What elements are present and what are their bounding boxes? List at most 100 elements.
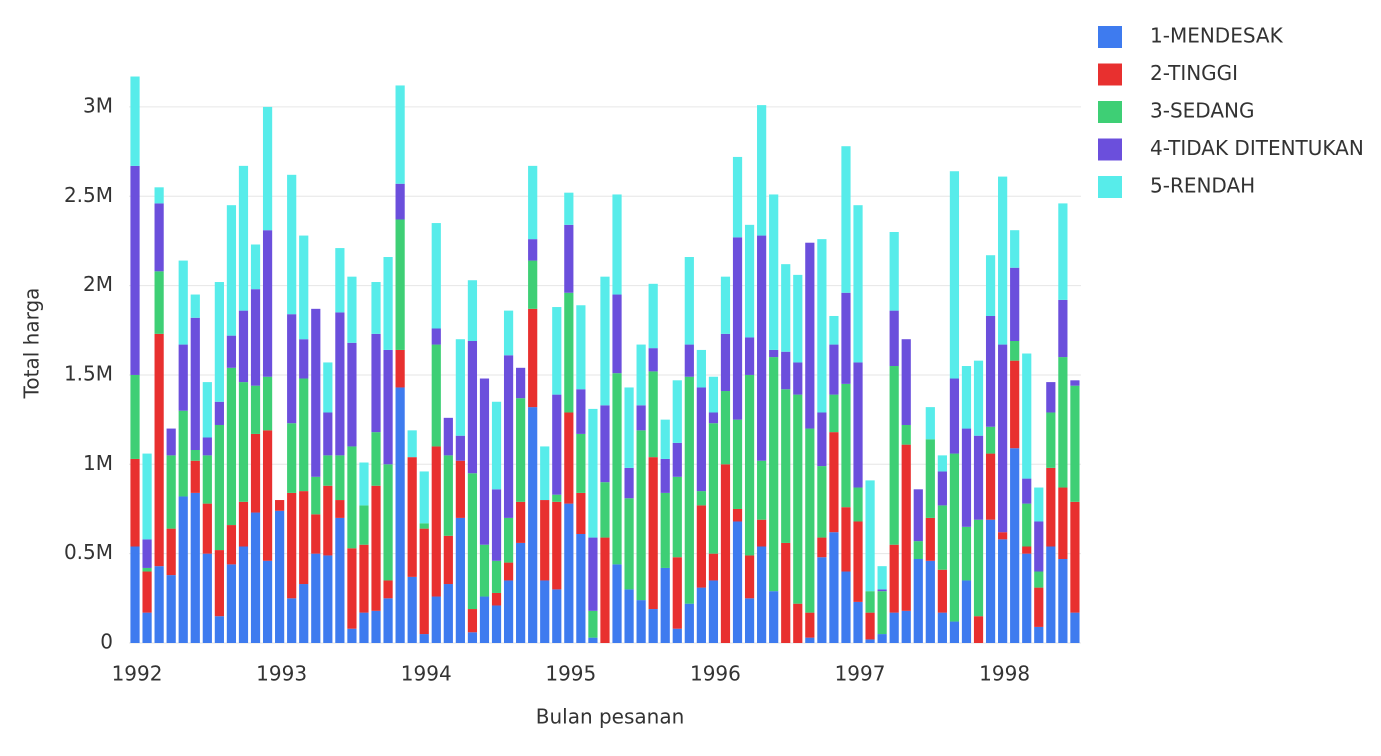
bar-segment bbox=[985, 453, 996, 520]
bar-segment bbox=[431, 344, 441, 447]
bar-segment bbox=[202, 382, 212, 438]
bar-segment bbox=[467, 280, 478, 341]
bar-segment bbox=[696, 491, 706, 506]
bar-segment bbox=[744, 337, 755, 375]
bar-segment bbox=[793, 603, 803, 643]
bar-segment bbox=[1058, 487, 1068, 560]
bar-segment bbox=[889, 366, 899, 545]
bar-segment bbox=[648, 371, 658, 458]
bar-segment bbox=[516, 542, 526, 643]
bar-segment bbox=[913, 559, 923, 643]
bar-segment bbox=[961, 366, 972, 429]
bar-segment bbox=[1058, 357, 1068, 488]
bar-segment bbox=[335, 455, 345, 501]
bar-segment bbox=[166, 575, 176, 643]
bar-segment bbox=[1010, 340, 1020, 361]
bar-segment bbox=[154, 271, 164, 334]
bar-segment bbox=[949, 171, 960, 379]
bar-segment bbox=[708, 376, 719, 413]
bar-segment bbox=[299, 339, 309, 379]
bar-segment bbox=[311, 553, 321, 643]
bar-segment bbox=[564, 292, 574, 413]
bar-segment bbox=[142, 571, 152, 613]
bar-segment bbox=[998, 176, 1008, 345]
bar-segment bbox=[443, 535, 453, 585]
bar-segment bbox=[708, 412, 719, 424]
x-tick-label: 1993 bbox=[256, 662, 307, 686]
bar-segment bbox=[744, 224, 755, 338]
bar-segment bbox=[672, 476, 682, 558]
bar-segment bbox=[636, 405, 646, 431]
x-axis-title: Bulan pesanan bbox=[536, 705, 685, 729]
legend-label: 1-MENDESAK bbox=[1150, 24, 1284, 48]
bar-segment bbox=[359, 544, 369, 613]
bar-segment bbox=[214, 550, 224, 617]
bar-segment bbox=[214, 401, 224, 425]
bar-segment bbox=[516, 398, 526, 502]
y-tick-label: 0.5M bbox=[64, 540, 113, 564]
bar-segment bbox=[323, 555, 333, 643]
bar-segment bbox=[708, 423, 719, 554]
bar-segment bbox=[961, 580, 972, 643]
bar-segment bbox=[226, 525, 237, 565]
bar-segment bbox=[793, 274, 803, 363]
bar-segment bbox=[395, 387, 405, 643]
x-tick-label: 1998 bbox=[979, 662, 1030, 686]
bar-segment bbox=[347, 276, 357, 343]
bar-segment bbox=[973, 360, 984, 436]
bar-segment bbox=[672, 557, 682, 629]
bar-segment bbox=[865, 639, 875, 643]
x-tick-label: 1997 bbox=[835, 662, 886, 686]
bar-segment bbox=[154, 333, 164, 567]
bar-segment bbox=[913, 489, 923, 542]
bar-segment bbox=[865, 591, 875, 613]
bar-segment bbox=[865, 480, 875, 592]
bar-segment bbox=[949, 621, 960, 643]
bar-segment bbox=[1022, 546, 1032, 554]
bar-segment bbox=[467, 609, 478, 633]
bar-segment bbox=[817, 239, 827, 413]
bar-segment bbox=[443, 417, 453, 456]
bar-segment bbox=[371, 333, 381, 433]
bar-segment bbox=[431, 596, 441, 643]
bar-segment bbox=[744, 598, 755, 643]
bar-segment bbox=[1022, 503, 1032, 547]
bar-segment bbox=[660, 567, 670, 643]
bar-segment bbox=[262, 106, 273, 231]
bar-segment bbox=[684, 376, 694, 604]
bar-segment bbox=[973, 616, 984, 643]
bar-segment bbox=[612, 194, 622, 295]
bar-segment bbox=[985, 519, 996, 643]
bar-segment bbox=[491, 401, 502, 490]
x-tick-label: 1994 bbox=[401, 662, 452, 686]
bar-segment bbox=[1070, 385, 1080, 502]
x-tick-label: 1996 bbox=[690, 662, 741, 686]
bar-segment bbox=[503, 580, 514, 643]
bar-segment bbox=[925, 560, 935, 643]
bar-segment bbox=[455, 435, 465, 461]
bar-segment bbox=[287, 598, 297, 643]
bar-segment bbox=[540, 500, 550, 581]
bar-segment bbox=[250, 385, 261, 434]
bar-segment bbox=[190, 492, 200, 643]
bar-segment bbox=[732, 156, 743, 238]
bar-segment bbox=[371, 610, 381, 643]
bar-segment bbox=[299, 235, 309, 340]
bar-segment bbox=[275, 510, 285, 643]
bar-segment bbox=[455, 517, 465, 643]
bar-segment bbox=[925, 407, 935, 440]
bar-segment bbox=[371, 282, 381, 334]
bar-segment bbox=[793, 362, 803, 395]
bar-segment bbox=[419, 528, 429, 635]
bar-segment bbox=[154, 187, 164, 204]
bar-segment bbox=[901, 610, 911, 643]
x-tick-label: 1995 bbox=[545, 662, 596, 686]
y-axis-title: Total harga bbox=[20, 288, 44, 400]
bar-segment bbox=[937, 455, 947, 472]
bar-segment bbox=[383, 580, 393, 599]
bar-segment bbox=[1010, 448, 1020, 643]
bar-segment bbox=[395, 349, 405, 388]
bar-segment bbox=[250, 433, 261, 513]
bar-segment bbox=[238, 310, 249, 383]
bar-segment bbox=[1058, 299, 1068, 358]
